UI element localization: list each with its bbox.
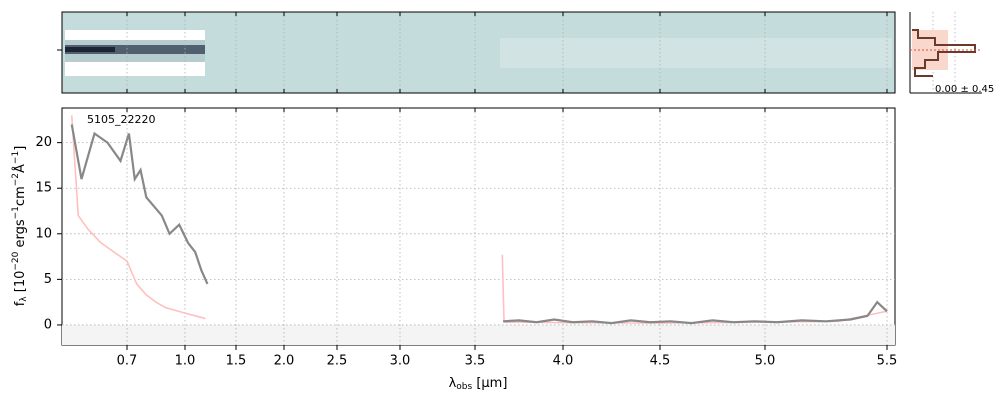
spectrum-line: [70, 124, 209, 285]
spectrum-line: [70, 115, 206, 320]
zero-band: [62, 324, 895, 345]
x-tick-label: 3.0: [390, 354, 411, 369]
x-tick-label: 1.5: [226, 354, 247, 369]
y-tick-label: 20: [35, 135, 52, 150]
x-tick-label: 2.0: [274, 354, 295, 369]
y-label-part: −1: [11, 151, 21, 164]
y-label-part: −20: [11, 251, 21, 270]
x-tick-label: 1.0: [175, 354, 196, 369]
y-tick-label: 10: [35, 226, 52, 241]
y-label-part: ergs: [13, 219, 28, 251]
x-tick-label: 5.5: [877, 354, 898, 369]
x-tick-label: 0.7: [117, 354, 138, 369]
spectrum-line: [501, 254, 888, 324]
y-tick-label: 0: [44, 317, 52, 332]
y-label-part: f: [13, 301, 28, 306]
y-label-part: [10: [13, 271, 28, 297]
x-tick-label: 5.0: [755, 354, 776, 369]
x-label-part: λ: [449, 376, 457, 391]
y-tick-label: 15: [35, 181, 52, 196]
y-label-part: −2: [11, 173, 21, 186]
x-axis-label: λobs [μm]: [449, 376, 508, 392]
spectrum-2d: [57, 11, 896, 94]
x-tick-label: 4.5: [650, 354, 671, 369]
x-tick-label: 4.0: [553, 354, 574, 369]
x-label-part: obs: [456, 382, 472, 392]
y-label-part: ]: [13, 146, 28, 151]
plot-frame: [61, 107, 896, 346]
y-axis-label: fλ [10−20 ergs−1cm−2Å−1]: [11, 146, 29, 307]
x-tick-label: 3.5: [465, 354, 486, 369]
y-label-part: Å: [12, 164, 28, 173]
stat-label: 0.00 ± 0.45: [935, 84, 994, 95]
annotation: 5105_22220: [87, 113, 156, 126]
y-label-part: −1: [11, 206, 21, 219]
spectrum-line: [503, 300, 888, 325]
x-tick-label: 2.5: [327, 354, 348, 369]
x-label-part: [μm]: [472, 376, 507, 391]
y-label-part: cm: [13, 186, 28, 206]
y-label-part: λ: [19, 296, 29, 302]
histogram-panel: 0.00 ± 0.45: [909, 12, 994, 95]
y-tick-label: 5: [44, 272, 52, 287]
